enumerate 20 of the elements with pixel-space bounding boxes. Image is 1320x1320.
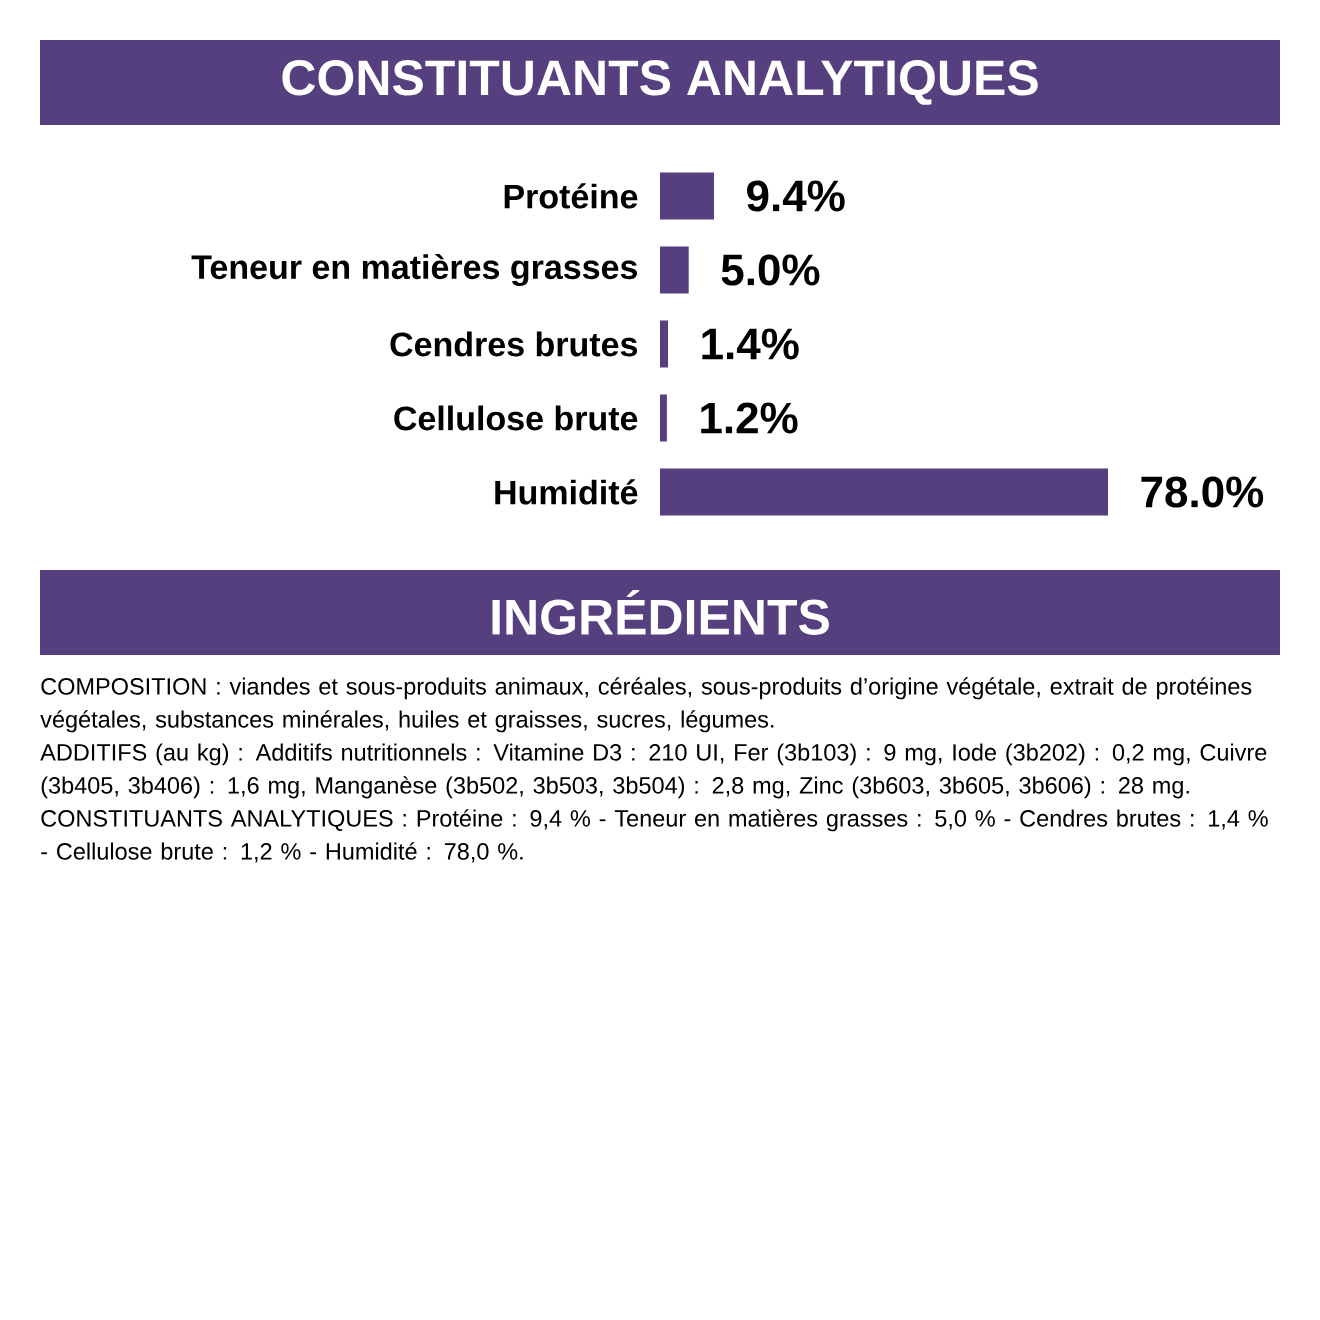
y-tick-label: Protéine: [504, 183, 638, 209]
chart-title: CONSTITUANTS ANALYTIQUES: [282, 60, 1038, 105]
text: ADDITIFS (au kg) : Additifs nutritionnels : Vitamine D3 : 210 UI, Fer (3b103) : 9 mg, Iode (3b202) : 0,2 mg, Cuivre (3b405, 3b406) : 1,6 mg, Manganèse (3b502, 3b503, 3b504) : 2,8 mg, Zinc (3b603, 3b605, 3b606) : 28 mg.: [40, 743, 1267, 799]
data-label: 1.4%: [702, 328, 799, 360]
text: COMPOSITION : viandes et sous-produits animaux, céréales, sous-produits d’origine végétale, extrait de protéines végétales, substances minérales, huiles et graisses, sucres, légumes.: [40, 677, 1252, 733]
bar: [660, 246, 689, 294]
y-tick-label: Cendres brutes: [390, 331, 638, 357]
y-tick-label: Humidité: [495, 479, 638, 505]
data-label: 1.2%: [701, 402, 798, 434]
data-label: 9.4%: [747, 180, 845, 212]
text: INGRÉDIENTS: [492, 590, 829, 635]
bar: [660, 172, 714, 220]
data-label: 78.0%: [1141, 476, 1264, 508]
bar: [660, 394, 667, 442]
bar: [660, 320, 669, 368]
y-tick-label: Teneur en matières grasses: [191, 253, 638, 287]
text: CONSTITUANTS ANALYTIQUES : Protéine : 9,4 % - Teneur en matières grasses : 5,0 % - Cendres brutes : 1,4 % - Cellulose brute : 1,2 % - Humidité : 78,0 %.: [41, 809, 1268, 863]
bar: [660, 468, 1109, 516]
data-label: 5.0%: [721, 254, 820, 286]
y-tick-label: Cellulose brute: [394, 405, 638, 431]
